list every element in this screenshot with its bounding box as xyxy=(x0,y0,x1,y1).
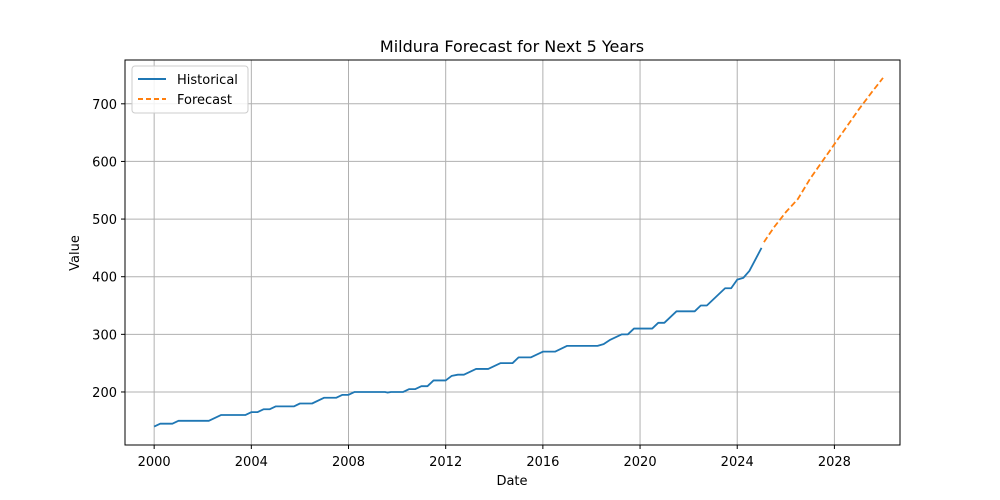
y-tick-label: 500 xyxy=(92,213,117,228)
legend-label-historical: Historical xyxy=(177,73,238,88)
x-tick-label: 2012 xyxy=(429,455,462,470)
chart-title: Mildura Forecast for Next 5 Years xyxy=(380,37,644,56)
y-tick-label: 300 xyxy=(92,328,117,343)
x-tick-label: 2028 xyxy=(818,455,851,470)
y-axis-label: Value xyxy=(68,235,83,271)
y-tick-label: 400 xyxy=(92,271,117,286)
x-axis-label: Date xyxy=(496,474,527,489)
y-tick-label: 200 xyxy=(92,386,117,401)
x-tick-label: 2008 xyxy=(332,455,365,470)
y-tick-label: 700 xyxy=(92,98,117,113)
series-line-forecast xyxy=(763,77,884,243)
x-tick-label: 2020 xyxy=(624,455,657,470)
grid xyxy=(125,60,900,445)
plot-frame xyxy=(124,59,901,446)
x-tick-label: 2000 xyxy=(138,455,171,470)
series-lines xyxy=(153,77,884,428)
series-line-historical xyxy=(153,247,763,428)
legend: Historical Forecast xyxy=(131,65,249,114)
legend-label-forecast: Forecast xyxy=(177,93,232,108)
y-tick-label: 600 xyxy=(92,155,117,170)
axis-ticks: 2000 2004 2008 2012 2016 2020 2024 2028 200 300 40… xyxy=(92,98,851,470)
x-tick-label: 2004 xyxy=(235,455,268,470)
x-tick-label: 2024 xyxy=(721,455,754,470)
x-tick-label: 2016 xyxy=(526,455,559,470)
legend-box xyxy=(131,65,249,114)
